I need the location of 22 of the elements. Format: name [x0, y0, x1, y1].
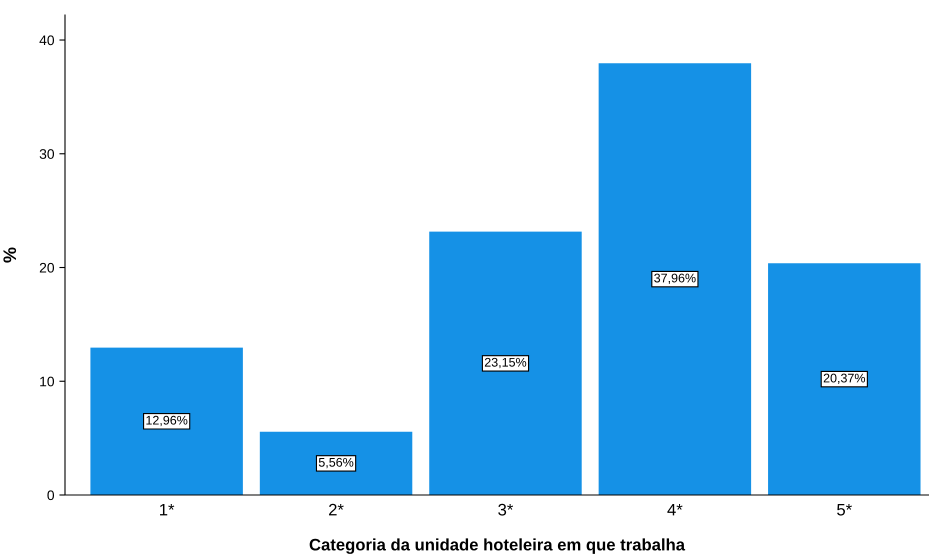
x-axis-title: Categoria da unidade hoteleira em que trabalha — [310, 538, 686, 554]
data-label: 20,37% — [824, 374, 866, 384]
data-label: 37,96% — [654, 274, 696, 284]
x-tick-label: 5* — [837, 504, 852, 516]
y-tick-label: 0 — [47, 490, 54, 500]
y-tick-label: 10 — [40, 376, 54, 386]
bar — [598, 63, 752, 495]
bar — [90, 348, 243, 495]
x-tick-label: 2* — [329, 504, 344, 516]
data-label: 23,15% — [484, 358, 526, 368]
data-label: 5,56% — [318, 458, 354, 468]
y-axis-title: % — [3, 247, 16, 263]
data-label: 12,96% — [146, 416, 188, 426]
x-tick-label: 4* — [667, 504, 682, 516]
x-tick-label: 3* — [498, 504, 514, 516]
y-tick-label: 40 — [39, 35, 54, 46]
y-tick-label: 20 — [40, 262, 54, 273]
bar — [768, 263, 921, 495]
x-tick-label: 1* — [160, 504, 174, 516]
bar — [429, 232, 582, 495]
bar — [260, 432, 412, 495]
y-tick-label: 30 — [40, 149, 54, 159]
